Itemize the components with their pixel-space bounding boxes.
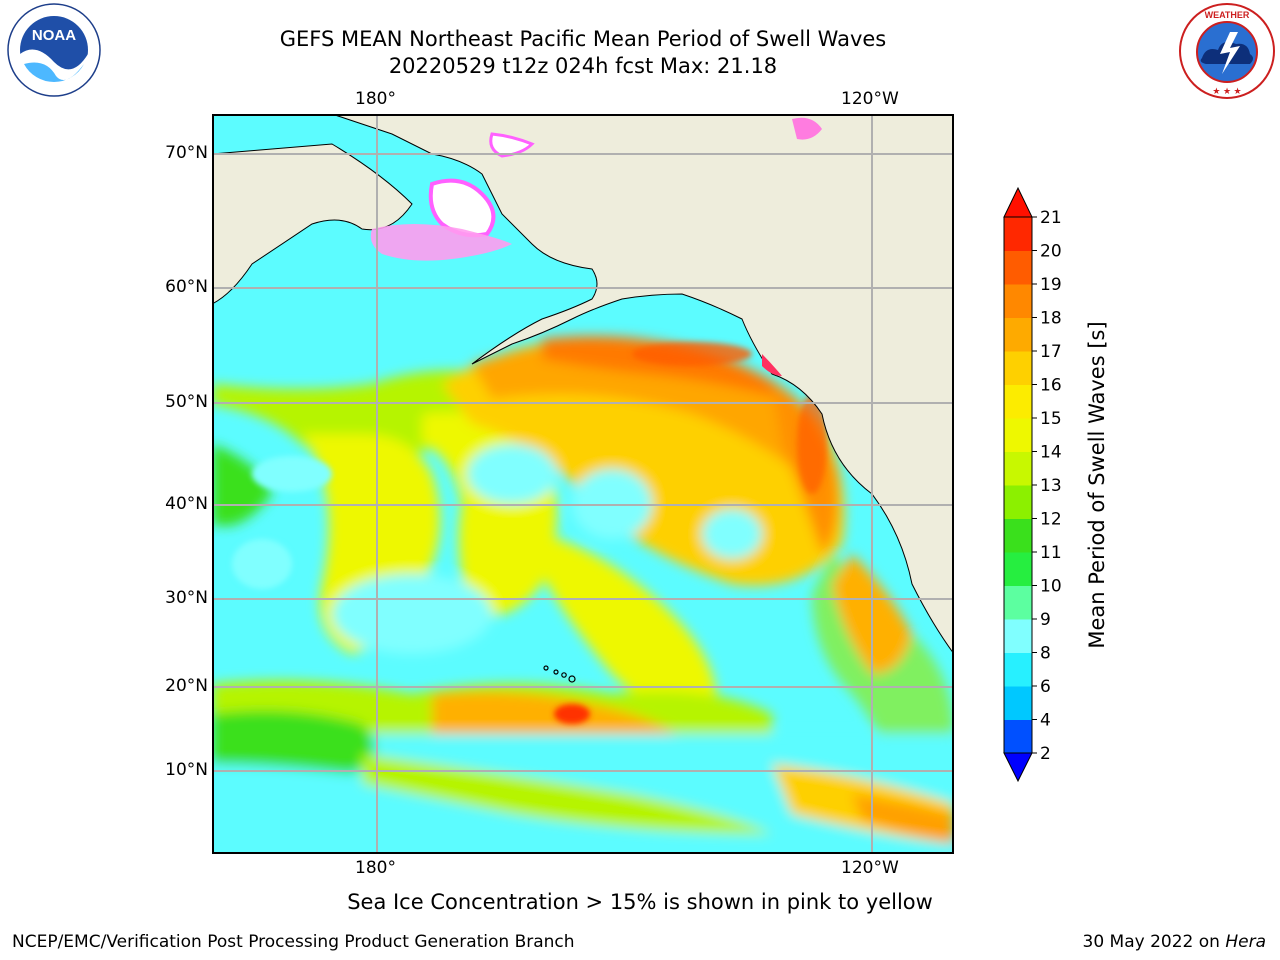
colorbar: 2 4 6 8 9 10 11 12 13 14 15 16 17 18 19 20 21	[1003, 186, 1062, 783]
lat-tick-70n: 70°N	[165, 143, 208, 163]
colorbar-swatch	[1004, 518, 1032, 553]
colorbar-swatch	[1004, 652, 1032, 687]
colorbar-tick-label: 20	[1040, 242, 1062, 262]
footer-date-text: 30 May 2022 on	[1082, 932, 1220, 952]
colorbar-swatch	[1004, 485, 1032, 519]
colorbar-swatch	[1004, 719, 1032, 754]
colorbar-tick-label: 21	[1040, 208, 1062, 228]
lon-tick-bottom-180: 180°	[355, 858, 396, 878]
lon-tick-bottom-120w: 120°W	[841, 858, 899, 878]
colorbar-tick-label: 19	[1040, 275, 1062, 295]
lat-tick-50n: 50°N	[165, 392, 208, 412]
land-asia	[212, 143, 413, 305]
colorbar-tick-label: 8	[1040, 644, 1051, 664]
colorbar-under-extension	[1003, 752, 1033, 783]
colorbar-swatch	[1004, 284, 1032, 318]
colorbar-tick-label: 18	[1040, 309, 1062, 329]
svg-text:★ ★ ★: ★ ★ ★	[1212, 86, 1241, 96]
colorbar-tick-label: 12	[1040, 510, 1062, 530]
lon-tick-top-180: 180°	[355, 89, 396, 109]
chart-title: GEFS MEAN Northeast Pacific Mean Period …	[279, 27, 887, 51]
lat-tick-20n: 20°N	[165, 676, 208, 696]
colorbar-swatch	[1004, 384, 1032, 419]
sea-ice-region	[370, 117, 822, 376]
colorbar-swatch	[1004, 585, 1032, 620]
colorbar-tick-label: 6	[1040, 677, 1051, 697]
noaa-logo-icon: NOAA	[7, 3, 101, 97]
colorbar-swatch	[1004, 686, 1032, 720]
lat-tick-40n: 40°N	[165, 494, 208, 514]
colorbar-tick-label: 2	[1040, 744, 1051, 764]
graticule	[212, 114, 954, 854]
lat-tick-60n: 60°N	[165, 277, 208, 297]
footer-machine: Hera	[1225, 932, 1266, 952]
hawaii-islands	[543, 665, 576, 683]
colorbar-tick-label: 10	[1040, 577, 1062, 597]
svg-text:WEATHER: WEATHER	[1205, 10, 1250, 20]
colorbar-tick-label: 13	[1040, 476, 1062, 496]
colorbar-swatch	[1004, 619, 1032, 653]
colorbar-swatch	[1004, 418, 1032, 452]
colorbar-tick-label: 16	[1040, 376, 1062, 396]
lat-tick-10n: 10°N	[165, 760, 208, 780]
colorbar-swatch	[1004, 217, 1032, 251]
colorbar-tick-label: 11	[1040, 543, 1062, 563]
colorbar-swatch	[1004, 351, 1032, 385]
footer-branch: NCEP/EMC/Verification Post Processing Pr…	[12, 932, 575, 952]
colorbar-over-extension	[1003, 186, 1033, 218]
national-weather-service-logo-icon: WEATHER ★ ★ ★	[1179, 3, 1275, 99]
svg-text:NOAA: NOAA	[32, 27, 76, 44]
colorbar-tick-label: 15	[1040, 409, 1062, 429]
colorbar-tick-label: 14	[1040, 443, 1062, 463]
colorbar-swatch	[1004, 250, 1032, 285]
sea-ice-note: Sea Ice Concentration > 15% is shown in …	[347, 890, 933, 914]
lat-tick-30n: 30°N	[165, 588, 208, 608]
colorbar-tick-label: 9	[1040, 610, 1051, 630]
colorbar-label: Mean Period of Swell Waves [s]	[1085, 321, 1109, 649]
lon-tick-top-120w: 120°W	[841, 89, 899, 109]
colorbar-tick-label: 4	[1040, 711, 1051, 731]
colorbar-tick-label: 17	[1040, 342, 1062, 362]
colorbar-swatch	[1004, 317, 1032, 352]
swell-period-map	[212, 114, 954, 854]
chart-subtitle: 20220529 t12z 024h fcst Max: 21.18	[388, 54, 778, 78]
footer-date: 30 May 2022 on Hera	[1083, 932, 1267, 952]
colorbar-swatch	[1004, 552, 1032, 586]
land-north	[331, 114, 954, 655]
colorbar-swatch	[1004, 451, 1032, 486]
